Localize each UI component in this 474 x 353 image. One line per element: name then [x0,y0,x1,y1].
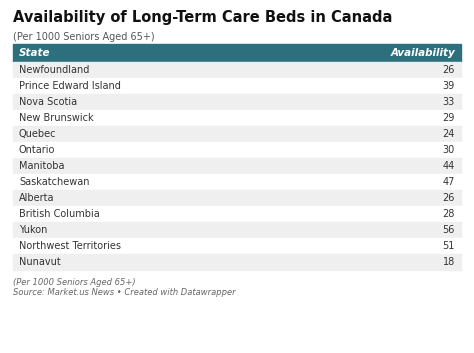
Bar [13,174,461,190]
Text: 30: 30 [443,145,455,155]
Text: State: State [19,48,51,58]
Bar [13,78,461,94]
Text: Nova Scotia: Nova Scotia [19,97,77,107]
Text: 29: 29 [443,113,455,123]
Text: 47: 47 [443,177,455,187]
Text: Manitoba: Manitoba [19,161,64,171]
Text: 26: 26 [443,65,455,75]
Bar [13,222,461,238]
Text: Quebec: Quebec [19,129,56,139]
Bar [13,190,461,206]
Text: (Per 1000 Seniors Aged 65+): (Per 1000 Seniors Aged 65+) [13,32,155,42]
Bar [13,110,461,126]
Text: Ontario: Ontario [19,145,55,155]
Bar [13,94,461,110]
Text: 28: 28 [443,209,455,219]
Bar [13,126,461,142]
Text: Source: Market.us News • Created with Datawrapper: Source: Market.us News • Created with Da… [13,288,236,297]
Text: 56: 56 [443,225,455,235]
Bar [13,254,461,270]
Text: Saskatchewan: Saskatchewan [19,177,90,187]
Bar [13,62,461,78]
Text: 39: 39 [443,81,455,91]
Text: British Columbia: British Columbia [19,209,100,219]
Text: Availability of Long-Term Care Beds in Canada: Availability of Long-Term Care Beds in C… [13,10,392,25]
Bar [13,142,461,158]
Text: Availability: Availability [390,48,455,58]
Text: 33: 33 [443,97,455,107]
Bar [13,44,461,62]
Text: (Per 1000 Seniors Aged 65+): (Per 1000 Seniors Aged 65+) [13,278,136,287]
Text: Alberta: Alberta [19,193,55,203]
Text: 24: 24 [443,129,455,139]
Text: 51: 51 [443,241,455,251]
Bar [13,158,461,174]
Bar [13,206,461,222]
Text: Prince Edward Island: Prince Edward Island [19,81,121,91]
Bar [13,238,461,254]
Text: Yukon: Yukon [19,225,47,235]
Text: 44: 44 [443,161,455,171]
Text: 18: 18 [443,257,455,267]
Text: New Brunswick: New Brunswick [19,113,94,123]
Text: Nunavut: Nunavut [19,257,61,267]
Text: Northwest Territories: Northwest Territories [19,241,121,251]
Text: 26: 26 [443,193,455,203]
Text: Newfoundland: Newfoundland [19,65,90,75]
